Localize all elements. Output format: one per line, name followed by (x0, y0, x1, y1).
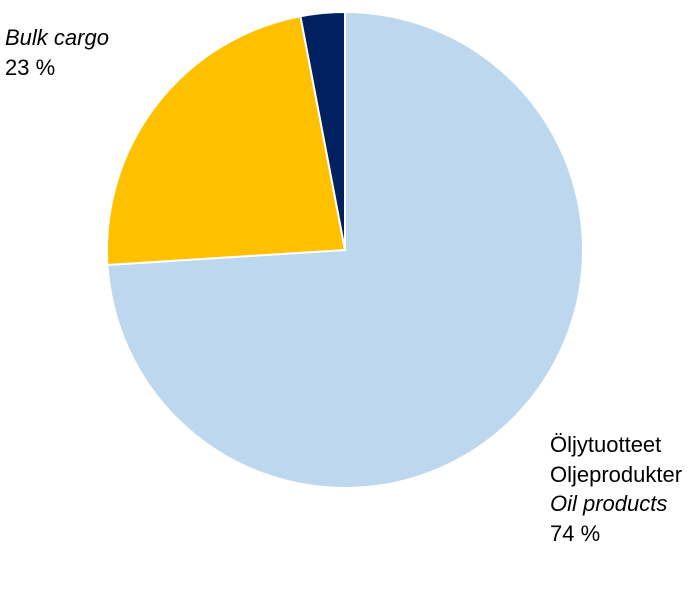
label-line: Öljytuotteet (550, 430, 682, 460)
label-oil-products: ÖljytuotteetOljeprodukterOil products74 … (550, 430, 682, 549)
label-line: 23 % (5, 53, 109, 83)
label-line: Oil products (550, 489, 682, 519)
label-line: 74 % (550, 519, 682, 549)
pie-chart (105, 10, 585, 495)
label-line: Oljeprodukter (550, 460, 682, 490)
label-line: Bulk cargo (5, 23, 109, 53)
label-bulk-cargo: Bulk cargo23 % (5, 23, 109, 82)
